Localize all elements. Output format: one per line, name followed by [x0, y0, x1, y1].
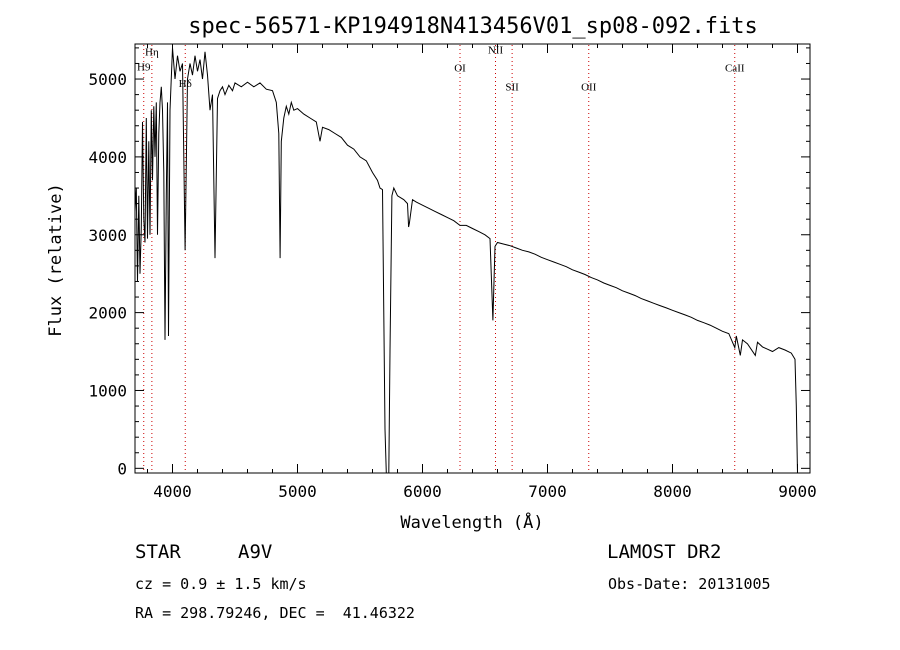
- line-marker-label-6: OII: [581, 82, 597, 94]
- plot-frame: [134, 43, 811, 474]
- observation-date: Obs-Date: 20131005: [608, 575, 771, 593]
- y-tick-label-4: 4000: [88, 148, 127, 167]
- y-tick-label-3: 3000: [88, 226, 127, 245]
- line-marker-label-2: Hδ: [179, 78, 192, 90]
- x-tick-label-2: 6000: [403, 482, 442, 501]
- line-marker-label-5: SII: [505, 82, 519, 94]
- line-marker-label-0: Hη: [145, 47, 159, 59]
- object-type: STAR: [135, 541, 181, 563]
- x-tick-label-1: 5000: [278, 482, 317, 501]
- spectrum-series: [134, 47, 798, 474]
- y-tick-label-1: 1000: [88, 381, 127, 400]
- y-tick-label-5: 5000: [88, 70, 127, 89]
- axis-ticks: 4000 5000 6000 7000 8000 9000 0 1000 2000 3000 400…: [88, 44, 817, 501]
- emission-line-markers: Hη H9 Hδ OI NII SII OII CaII: [137, 44, 745, 472]
- y-tick-label-2: 2000: [88, 304, 127, 323]
- coordinates: RA = 298.79246, DEC = 41.46322: [135, 604, 415, 622]
- x-axis-label: Wavelength (Å): [400, 511, 543, 533]
- x-tick-label-3: 7000: [528, 482, 567, 501]
- x-tick-label-0: 4000: [153, 482, 192, 501]
- line-marker-label-3: OI: [454, 62, 466, 74]
- survey-name: LAMOST DR2: [607, 541, 722, 563]
- x-tick-label-4: 8000: [653, 482, 692, 501]
- chart-title: spec-56571-KP194918N413456V01_sp08-092.f…: [188, 14, 758, 39]
- redshift-cz: cz = 0.9 ± 1.5 km/s: [135, 575, 307, 593]
- line-marker-label-1: H9: [137, 61, 151, 73]
- y-axis-label: Flux (relative): [46, 183, 66, 337]
- x-tick-label-5: 9000: [778, 482, 817, 501]
- spectral-subclass: A9V: [238, 541, 273, 563]
- line-marker-label-4: NII: [488, 44, 504, 56]
- line-marker-label-7: CaII: [725, 62, 745, 74]
- spectrum-line-0: [134, 47, 798, 474]
- y-tick-label-0: 0: [117, 459, 127, 478]
